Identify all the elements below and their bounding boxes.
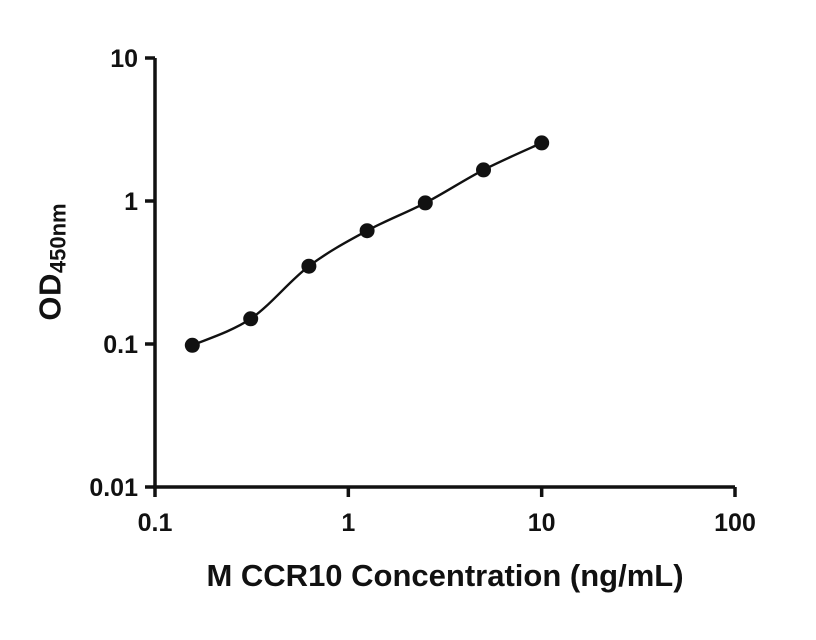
data-point xyxy=(243,311,259,327)
x-tick-label: 10 xyxy=(528,509,556,537)
y-tick-label: 0.01 xyxy=(89,474,138,502)
x-tick-label: 1 xyxy=(341,509,355,537)
x-tick-label: 100 xyxy=(714,509,756,537)
y-tick-label: 1 xyxy=(124,188,138,216)
x-axis-title: M CCR10 Concentration (ng/mL) xyxy=(206,558,684,593)
data-point xyxy=(534,135,550,151)
y-axis-title-main: OD xyxy=(32,273,68,321)
y-axis-title: OD450nm xyxy=(33,203,72,320)
data-point xyxy=(184,337,200,353)
data-point xyxy=(417,195,433,211)
data-point xyxy=(359,223,375,239)
y-tick-label: 10 xyxy=(110,45,138,73)
y-tick-label: 0.1 xyxy=(103,331,138,359)
x-tick-label: 0.1 xyxy=(138,509,173,537)
y-axis-title-subscript: 450nm xyxy=(45,203,71,274)
data-point xyxy=(476,162,491,178)
data-point xyxy=(301,258,317,274)
